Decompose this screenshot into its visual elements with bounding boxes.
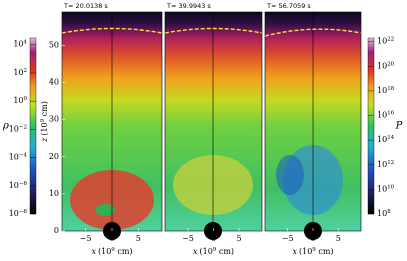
y-tick-label: 10 (49, 189, 59, 198)
y-tick-label: 30 (49, 115, 59, 124)
plume (95, 204, 115, 216)
text-part: 10 (377, 86, 387, 95)
text-part: 9 (111, 247, 115, 253)
text-part: x (91, 247, 96, 256)
text-part: 22 (387, 36, 394, 42)
x-tick-label: 5 (236, 234, 241, 243)
colorbar-tick-label: 104 (13, 39, 27, 49)
colorbar-tick-label: 10−2 (9, 124, 27, 134)
panel-images (61, 12, 362, 240)
text-part: cm) (316, 247, 334, 256)
colorbar-tick-label: 1010 (377, 184, 395, 194)
x-tick-label: 5 (336, 234, 341, 243)
text-part: 10 (13, 68, 23, 77)
plume (276, 155, 304, 195)
text-part: −4 (19, 152, 28, 158)
text-part: 10 (377, 160, 387, 169)
text-part: −8 (19, 209, 28, 215)
x-tick-label: 0 (211, 234, 216, 243)
text-part: 9 (213, 247, 217, 253)
text-part: cm) (115, 247, 133, 256)
x-tick-label: 5 (136, 234, 141, 243)
text-part: cm) (40, 101, 49, 119)
shock-front (61, 27, 362, 37)
text-part: 10 (377, 111, 387, 120)
text-part: 12 (387, 159, 394, 165)
text-part: 10 (9, 209, 19, 218)
text-part: 2 (24, 67, 28, 73)
text-part: 20 (387, 61, 394, 67)
text-part: (10 (40, 122, 49, 135)
text-part: 9 (312, 247, 316, 253)
colorbar-tick-label: 1016 (377, 110, 395, 120)
text-part: (10 (98, 247, 111, 256)
colorbar-tick-label: 102 (13, 67, 27, 77)
text-part: 10 (377, 184, 387, 193)
colorbar-tick-label: 108 (377, 209, 391, 219)
text-part: x (193, 247, 198, 256)
x-axis-label: x (109 cm) (292, 247, 333, 257)
text-part: −6 (19, 180, 28, 186)
text-part: 9 (40, 118, 46, 122)
y-tick-label: 0 (54, 226, 59, 235)
text-part: (10 (299, 247, 312, 256)
colorbar-label: P (395, 121, 403, 132)
text-part: 10 (13, 40, 23, 49)
y-tick-label: 50 (49, 40, 59, 49)
x-tick-label: 0 (310, 234, 315, 243)
text-part: cm) (216, 247, 234, 256)
x-tick-label: −5 (182, 234, 194, 243)
colorbar (29, 37, 37, 215)
text-part: −2 (19, 124, 27, 130)
colorbar-tick-label: 1012 (377, 159, 394, 169)
x-tick-label: −5 (80, 234, 92, 243)
text-part: (10 (199, 247, 212, 256)
text-part: 4 (24, 39, 28, 45)
text-part: 10 (377, 37, 387, 46)
text-part: 10 (9, 153, 19, 162)
text-part: 10 (9, 181, 19, 190)
text-part: 10 (377, 135, 387, 144)
text-part: 10 (387, 184, 394, 190)
text-part: 18 (387, 85, 394, 91)
text-part: 14 (387, 135, 394, 141)
colorbar-tick-label: 1014 (377, 135, 395, 145)
colorbar-tick-label: 10−4 (9, 152, 28, 162)
colorbar-tick-label: 1018 (377, 85, 395, 95)
colorbar-tick-label: 100 (13, 96, 27, 106)
text-part: x (292, 247, 297, 256)
text-part: 10 (377, 61, 387, 70)
x-axis-label: x (109 cm) (91, 247, 132, 257)
colorbar-tick-label: 1020 (377, 61, 395, 71)
colorbar-tick-label: 1022 (377, 36, 394, 46)
panel-title: T= 56.7059 s (266, 2, 311, 10)
colorbar-tick-label: 10−8 (9, 209, 28, 219)
x-axis-label: x (109 cm) (193, 247, 234, 257)
y-axis-label: z (109 cm) (40, 101, 50, 143)
text-part: z (40, 137, 49, 143)
text-part: 8 (387, 209, 391, 215)
y-tick-label: 40 (49, 78, 59, 87)
text-part: 10 (13, 96, 23, 105)
x-tick-label: −5 (282, 234, 294, 243)
x-tick-label: 0 (109, 234, 114, 243)
colorbar-tick-label: 10−6 (9, 180, 28, 190)
text-part: 10 (377, 209, 387, 218)
colorbar (367, 37, 375, 215)
text-part: 16 (387, 110, 394, 116)
panel-title: T= 20.0138 s (63, 2, 108, 10)
text-part: 10 (9, 124, 19, 133)
colorbar-label: ρ (2, 121, 9, 132)
text-part: 0 (24, 96, 28, 102)
y-tick-label: 20 (49, 152, 59, 161)
panel-title: T= 39.9943 s (166, 2, 211, 10)
